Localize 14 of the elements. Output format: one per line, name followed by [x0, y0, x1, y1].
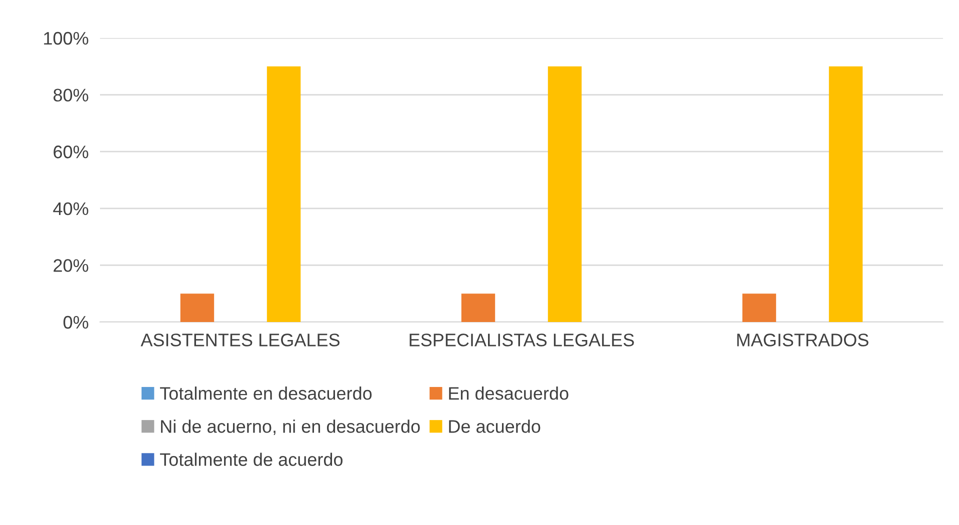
legend-label: De acuerdo	[449, 420, 540, 433]
y-tick-label: 40%	[53, 202, 88, 216]
y-tick-label: 80%	[54, 88, 88, 102]
y-tick-label: 0%	[64, 316, 88, 329]
y-tick-label: 60%	[54, 146, 88, 158]
x-tick-label: ASISTENTES LEGALES	[140, 334, 340, 346]
legend-label: Totalmente de acuerdo	[160, 452, 343, 466]
legend-label: En desacuerdo	[449, 386, 568, 400]
x-tick-label: MAGISTRADOS	[737, 334, 868, 346]
y-tick-label: 20%	[54, 259, 88, 272]
legend-label: Totalmente en desacuerdo	[160, 386, 372, 400]
legend-label: Ni de acuerno, ni en desacuerdo	[161, 420, 420, 436]
x-tick-label: ESPECIALISTAS LEGALES	[410, 334, 634, 346]
y-tick-label: 100%	[44, 32, 88, 45]
